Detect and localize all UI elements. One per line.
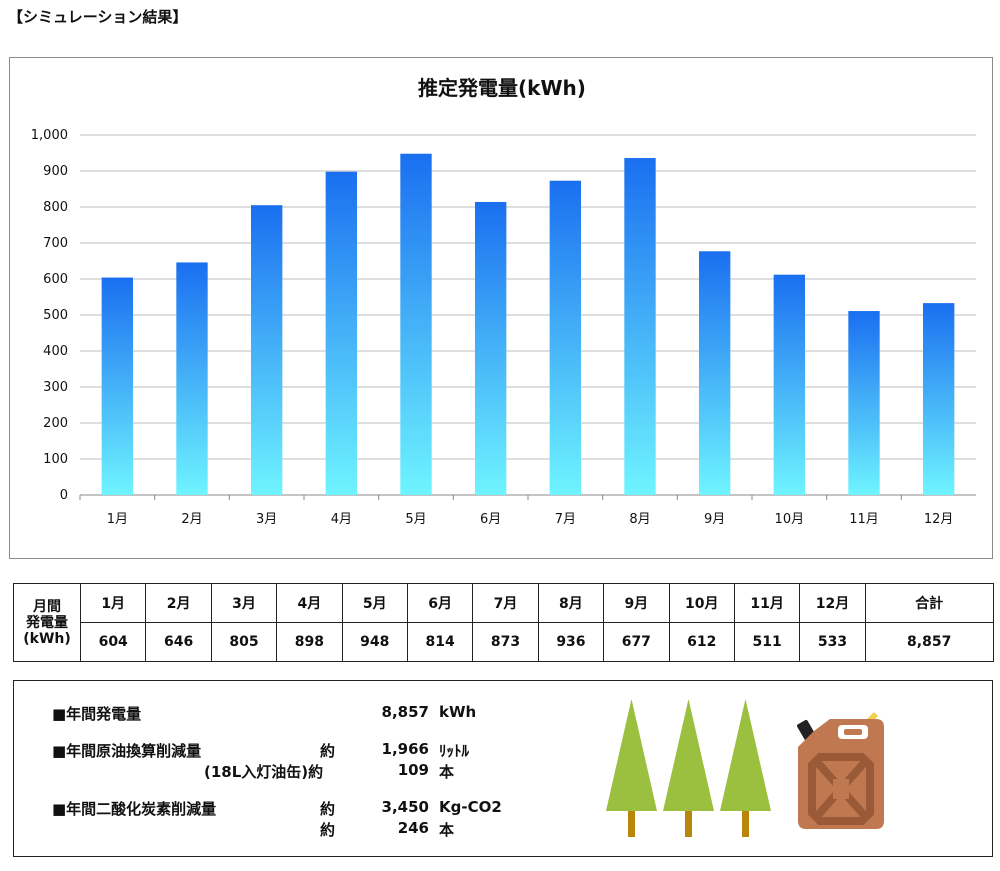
co2-label: ■年間二酸化炭素削減量 bbox=[52, 800, 217, 818]
month-header-cell: 11月 bbox=[733, 583, 801, 623]
month-value-cell: 936 bbox=[537, 622, 605, 662]
co2-value: 3,450 bbox=[381, 798, 429, 816]
month-header-cell: 12月 bbox=[799, 583, 866, 623]
x-tick-label: 6月 bbox=[480, 512, 501, 527]
bar bbox=[325, 171, 358, 495]
month-value-cell: 533 bbox=[799, 622, 866, 662]
x-tick-label: 8月 bbox=[629, 512, 650, 527]
row-header-line2: 発電量 bbox=[26, 614, 68, 631]
month-value-cell: 612 bbox=[668, 622, 735, 662]
annual-generation-unit: kWh bbox=[439, 703, 477, 721]
month-header-cell: 1月 bbox=[79, 583, 147, 623]
x-tick-label: 5月 bbox=[405, 512, 426, 527]
y-tick-label: 300 bbox=[43, 380, 68, 395]
month-value-cell: 948 bbox=[341, 622, 408, 662]
kerosene-can-label: (18L入灯油缶)約 bbox=[204, 763, 324, 781]
chart-frame: 推定発電量(kWh) 0 100 200 300 400 500 600 700 800 900 1… bbox=[9, 57, 993, 559]
tree-icon bbox=[663, 699, 714, 837]
tree-approx: 約 bbox=[320, 821, 336, 839]
y-tick-label: 900 bbox=[43, 164, 68, 179]
y-tick-label: 0 bbox=[60, 488, 68, 503]
y-tick-label: 400 bbox=[43, 344, 68, 359]
bar bbox=[848, 311, 880, 495]
x-tick-label: 2月 bbox=[181, 512, 202, 527]
total-header-cell: 合計 bbox=[864, 583, 994, 623]
month-value-cell: 646 bbox=[145, 622, 212, 662]
y-tick-label: 500 bbox=[43, 308, 68, 323]
x-tick-label: 10月 bbox=[775, 512, 805, 527]
page-heading: 【シミュレーション結果】 bbox=[8, 8, 188, 26]
x-tick-label: 9月 bbox=[704, 512, 725, 527]
month-header-cell: 5月 bbox=[341, 583, 408, 623]
x-tick-label: 12月 bbox=[924, 512, 954, 527]
x-tick-label: 4月 bbox=[331, 512, 352, 527]
row-header-line3: (kWh) bbox=[23, 630, 71, 647]
bar bbox=[250, 205, 283, 495]
month-header-cell: 7月 bbox=[472, 583, 539, 623]
co2-approx: 約 bbox=[320, 800, 336, 818]
bar bbox=[101, 277, 134, 495]
bar bbox=[474, 201, 507, 495]
chart-title: 推定発電量(kWh) bbox=[418, 76, 586, 100]
table-header-row: 月間 発電量 (kWh) 1月 2月 3月 4月 5月 6月 7月 8月 9月 … bbox=[13, 583, 994, 662]
month-header-cell: 9月 bbox=[603, 583, 670, 623]
y-tick-label: 100 bbox=[43, 452, 68, 467]
tree-icon bbox=[606, 699, 657, 837]
month-value-cell: 873 bbox=[472, 622, 539, 662]
summary-box: ■年間発電量 8,857 kWh ■年間原油換算削減量 約 1,966 ﾘｯﾄﾙ… bbox=[13, 680, 993, 857]
tree-value: 246 bbox=[397, 819, 429, 837]
month-value-cell: 805 bbox=[210, 622, 278, 662]
jerry-can-icon bbox=[797, 712, 884, 829]
annual-generation-label: ■年間発電量 bbox=[52, 705, 142, 723]
x-tick-label: 7月 bbox=[555, 512, 576, 527]
month-value-cell: 604 bbox=[79, 622, 147, 662]
month-value-cell: 814 bbox=[406, 622, 474, 662]
kerosene-can-value: 109 bbox=[397, 761, 429, 779]
crude-oil-value: 1,966 bbox=[381, 740, 429, 758]
row-header-line1: 月間 bbox=[33, 598, 61, 615]
kerosene-can-unit: 本 bbox=[439, 763, 455, 781]
monthly-generation-table: 月間 発電量 (kWh) 1月 2月 3月 4月 5月 6月 7月 8月 9月 … bbox=[13, 583, 994, 662]
month-header-cell: 3月 bbox=[210, 583, 278, 623]
bar bbox=[624, 158, 656, 495]
y-tick-label: 800 bbox=[43, 200, 68, 215]
bar bbox=[698, 251, 731, 495]
x-tick-label: 11月 bbox=[849, 512, 879, 527]
month-header-cell: 4月 bbox=[276, 583, 343, 623]
generation-bar-chart: 推定発電量(kWh) 0 100 200 300 400 500 600 700 800 900 1… bbox=[31, 76, 976, 527]
month-value-cell: 511 bbox=[733, 622, 801, 662]
month-header-cell: 6月 bbox=[406, 583, 474, 623]
row-header-cell: 月間 発電量 (kWh) bbox=[13, 583, 81, 662]
bar bbox=[922, 303, 955, 495]
crude-oil-unit: ﾘｯﾄﾙ bbox=[439, 742, 470, 760]
tree-unit: 本 bbox=[439, 821, 455, 839]
month-header-cell: 2月 bbox=[145, 583, 212, 623]
illustration bbox=[606, 699, 884, 837]
month-header-cell: 8月 bbox=[537, 583, 605, 623]
bar bbox=[773, 274, 806, 495]
annual-generation-value: 8,857 bbox=[381, 703, 429, 721]
month-value-cell: 898 bbox=[276, 622, 343, 662]
y-tick-label: 200 bbox=[43, 416, 68, 431]
crude-oil-approx: 約 bbox=[320, 742, 336, 760]
x-tick-label: 1月 bbox=[107, 512, 128, 527]
month-header-cell: 10月 bbox=[668, 583, 735, 623]
x-tick-label: 3月 bbox=[256, 512, 277, 527]
y-tick-label: 700 bbox=[43, 236, 68, 251]
bar bbox=[549, 180, 582, 495]
y-tick-label: 600 bbox=[43, 272, 68, 287]
bar bbox=[400, 153, 432, 495]
tree-icon bbox=[720, 699, 771, 837]
table-value-row: 604 646 805 898 948 814 873 936 677 612 … bbox=[14, 622, 994, 662]
total-value-cell: 8,857 bbox=[864, 622, 994, 662]
co2-unit: Kg-CO2 bbox=[439, 798, 502, 816]
y-tick-label: 1,000 bbox=[31, 128, 68, 143]
bar bbox=[176, 262, 208, 495]
crude-oil-label: ■年間原油換算削減量 bbox=[52, 742, 202, 760]
month-value-cell: 677 bbox=[603, 622, 670, 662]
